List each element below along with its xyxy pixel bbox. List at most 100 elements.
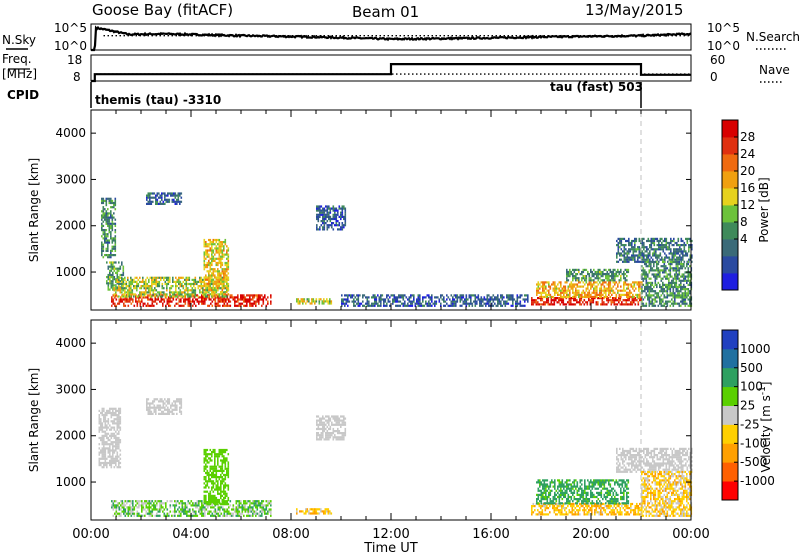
cell-r12 bbox=[661, 244, 663, 247]
cell-r12 bbox=[676, 244, 678, 247]
cell-r8 bbox=[498, 298, 501, 301]
cell-r5 bbox=[206, 255, 209, 258]
cell-r0 bbox=[107, 220, 109, 223]
cell-r11 bbox=[576, 279, 579, 282]
cell-r1 bbox=[217, 506, 220, 509]
cell-r10 bbox=[545, 291, 547, 294]
cell-r10 bbox=[555, 291, 558, 294]
cell-r8 bbox=[431, 296, 433, 299]
cell-r1 bbox=[201, 506, 203, 509]
cell-r4 bbox=[161, 196, 163, 199]
cell-r2 bbox=[217, 300, 220, 303]
cell-r9 bbox=[592, 299, 595, 302]
cell-r0 bbox=[101, 249, 103, 252]
cell-r8 bbox=[399, 296, 402, 299]
cell-r1 bbox=[139, 500, 142, 503]
cell-r10 bbox=[539, 283, 541, 286]
cell-r0 bbox=[103, 464, 105, 467]
cell-r9 bbox=[579, 299, 581, 302]
cell-r5 bbox=[227, 263, 230, 267]
cell-r13 bbox=[645, 304, 648, 307]
cell-r3 bbox=[154, 295, 156, 298]
cell-r2 bbox=[253, 302, 256, 305]
cell-r11 bbox=[588, 275, 591, 278]
cell-r1 bbox=[265, 500, 268, 503]
cell-r3 bbox=[214, 448, 216, 452]
cell-r1 bbox=[255, 510, 257, 513]
cell-r8 bbox=[473, 300, 475, 303]
cell-r0 bbox=[110, 407, 113, 410]
cell-r1 bbox=[172, 514, 175, 517]
cell-r1 bbox=[124, 504, 127, 507]
cell-r1 bbox=[237, 512, 239, 515]
cell-r12 bbox=[682, 239, 684, 243]
cell-r4 bbox=[177, 198, 180, 201]
cell-r1 bbox=[183, 502, 185, 505]
cell-r10 bbox=[578, 289, 580, 292]
cell-r8 bbox=[429, 296, 432, 299]
cell-r11 bbox=[597, 273, 600, 276]
cell-r12 bbox=[643, 248, 645, 251]
cell-r5 bbox=[209, 241, 212, 244]
cell-r0 bbox=[101, 439, 104, 442]
cell-r2 bbox=[135, 296, 137, 299]
cell-r12 bbox=[644, 258, 647, 261]
cell-r3 bbox=[208, 295, 210, 298]
cell-r8 bbox=[341, 302, 343, 305]
cell-r5 bbox=[212, 270, 215, 273]
cell-r1 bbox=[204, 512, 206, 515]
cell-r3 bbox=[184, 278, 186, 281]
cell-r2 bbox=[262, 302, 265, 305]
cell-r8 bbox=[416, 298, 418, 301]
cell-r0 bbox=[102, 229, 105, 232]
cell-r9 bbox=[628, 299, 631, 302]
cell-r3 bbox=[193, 293, 195, 296]
cell-r0 bbox=[103, 416, 105, 419]
cell-r0 bbox=[107, 455, 110, 458]
cell-r1 bbox=[195, 506, 197, 509]
cell-r0 bbox=[107, 212, 109, 215]
cell-r8 bbox=[392, 294, 394, 297]
cell-r4 bbox=[153, 196, 156, 199]
cell-r10 bbox=[542, 295, 544, 299]
cell-r1 bbox=[113, 267, 116, 270]
cell-r1 bbox=[186, 512, 188, 515]
cell-r13 bbox=[669, 283, 672, 286]
cell-r12 bbox=[644, 260, 647, 263]
cell-r10 bbox=[545, 287, 547, 290]
cell-r3 bbox=[215, 280, 218, 283]
cell-r7 bbox=[326, 213, 329, 216]
cell-r3 bbox=[124, 291, 126, 294]
cell-r0 bbox=[104, 199, 106, 202]
cell-r7 bbox=[338, 224, 341, 227]
cell-r11 bbox=[588, 279, 591, 282]
cell-r3 bbox=[151, 280, 153, 283]
cell-r1 bbox=[163, 514, 166, 517]
cell-r13 bbox=[668, 283, 670, 286]
cell-r9 bbox=[550, 299, 553, 302]
cell-r1 bbox=[256, 500, 259, 503]
cell-r3 bbox=[179, 280, 182, 283]
cell-r13 bbox=[653, 294, 655, 297]
cell-r3 bbox=[205, 480, 207, 483]
cell-r0 bbox=[113, 247, 115, 250]
cell-r0 bbox=[116, 422, 119, 425]
cell-r0 bbox=[98, 428, 101, 431]
cell-r1 bbox=[135, 504, 137, 507]
cell-r1 bbox=[166, 514, 169, 517]
cell-r0 bbox=[104, 422, 107, 425]
cell-r3 bbox=[214, 496, 216, 500]
cell-r5 bbox=[218, 270, 221, 273]
cell-r9 bbox=[606, 299, 608, 302]
cell-r3 bbox=[199, 291, 201, 294]
cell-r3 bbox=[125, 291, 128, 294]
cell-r12 bbox=[689, 244, 692, 247]
cell-r2 bbox=[255, 302, 257, 305]
cell-r13 bbox=[684, 279, 687, 282]
cell-r8 bbox=[509, 298, 511, 301]
cell-r12 bbox=[664, 244, 666, 247]
cell-r1 bbox=[204, 508, 206, 511]
cell-r10 bbox=[572, 285, 574, 288]
cell-r0 bbox=[103, 449, 105, 452]
cell-r0 bbox=[113, 414, 116, 417]
